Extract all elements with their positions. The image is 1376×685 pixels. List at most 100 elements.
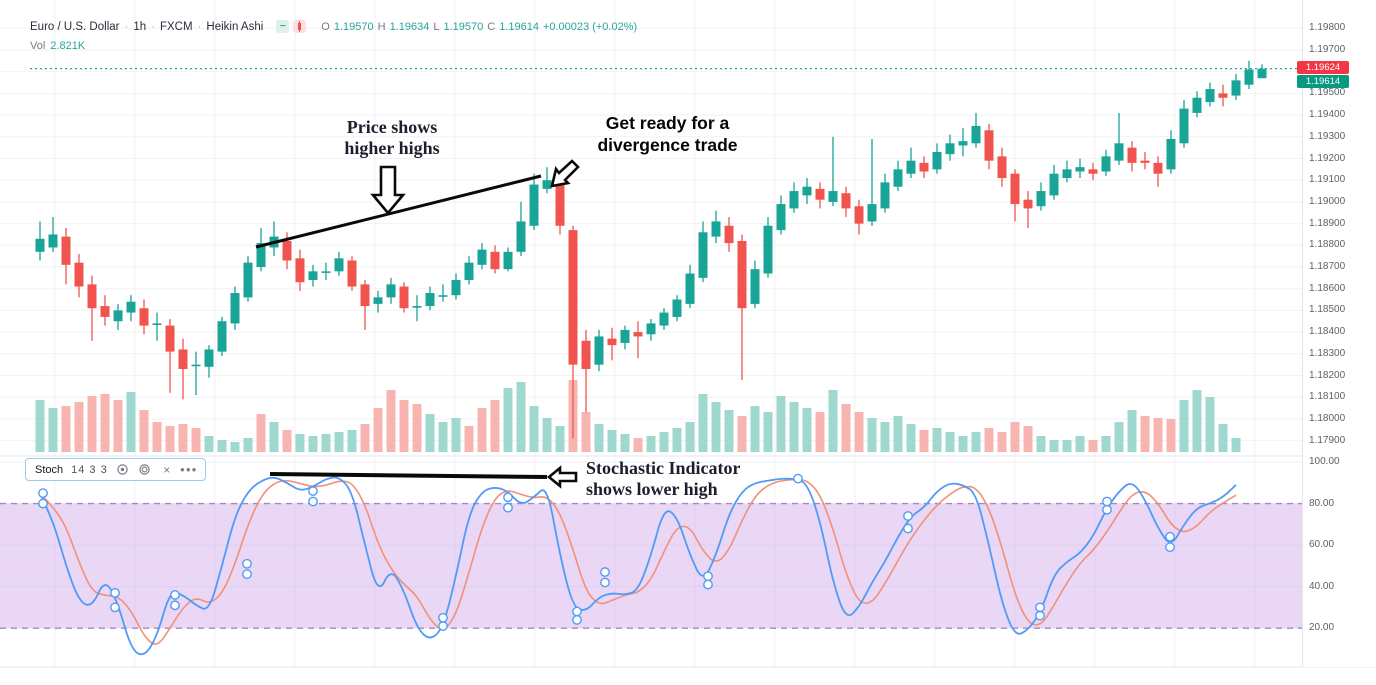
settings-icon[interactable] — [138, 463, 152, 477]
candle — [490, 251, 500, 270]
volume-bar — [1140, 416, 1150, 452]
volume-bar — [815, 412, 825, 452]
volume-bar — [269, 422, 279, 452]
candle — [74, 262, 84, 287]
axis-label: 1.19200 — [1309, 152, 1346, 164]
volume-label: Vol — [30, 40, 46, 52]
more-options-icon[interactable]: ●●● — [179, 465, 198, 474]
volume-bar — [61, 406, 71, 452]
candle — [295, 258, 305, 283]
volume-bar — [230, 442, 240, 452]
stoch-signal-marker — [308, 496, 318, 507]
volume-bar — [581, 412, 591, 452]
volume-bar — [35, 400, 45, 452]
chart-style-label[interactable]: Heikin Ashi — [206, 20, 264, 33]
candle — [815, 188, 825, 200]
stoch-signal-marker — [703, 579, 713, 590]
stoch-signal-marker — [703, 571, 713, 582]
annotation-drawings — [255, 159, 580, 489]
candle — [1062, 169, 1072, 179]
candle — [1114, 143, 1124, 161]
axis-label: 1.18000 — [1309, 412, 1346, 424]
volume-bar — [555, 426, 565, 452]
candle — [321, 271, 331, 273]
stoch-signal-marker — [600, 567, 610, 577]
low-value: 1.19570 — [443, 20, 484, 33]
candle — [139, 308, 149, 326]
volume-bar — [594, 424, 604, 452]
candle — [230, 293, 240, 324]
candle — [789, 191, 799, 209]
volume-bar — [685, 422, 695, 452]
volume-bar — [477, 408, 487, 452]
stoch-d-line — [39, 478, 1237, 645]
volume-bar — [919, 430, 929, 452]
candle — [1140, 160, 1150, 163]
candle — [607, 338, 617, 346]
open-value: 1.19570 — [333, 20, 374, 33]
volume-bar — [1153, 418, 1163, 452]
gridlines — [0, 0, 1302, 667]
stochastic-annotation: Stochastic Indicator shows lower high — [586, 458, 801, 499]
eye-icon[interactable] — [116, 463, 130, 477]
volume-bar — [958, 436, 968, 452]
candle — [256, 243, 266, 267]
divergence-annotation-line1: Get ready for a — [605, 113, 730, 133]
legend-status-icons: − — [276, 20, 307, 33]
lower-high-trendline — [269, 472, 548, 479]
candles — [35, 60, 1267, 439]
candle-marker-icon[interactable] — [293, 20, 307, 33]
volume-bar — [204, 436, 214, 452]
volume-bar — [724, 410, 734, 452]
stoch-indicator-legend[interactable]: Stoch 14 3 3 × ●●● — [25, 458, 206, 481]
candle — [1153, 162, 1163, 174]
high-label: H — [377, 20, 386, 33]
volume-bar — [295, 434, 305, 452]
stoch-indicator-params: 14 3 3 — [71, 463, 108, 476]
axis-label: 60.00 — [1309, 539, 1335, 551]
stoch-signal-marker — [572, 606, 582, 617]
axis-label: 1.18400 — [1309, 326, 1346, 338]
price-axis[interactable]: 1.19800 1.19700 1.19500 1.19400 1.19300 1.192… — [1302, 0, 1376, 667]
candle — [776, 204, 786, 231]
price-annotation: Price shows higher highs — [322, 117, 462, 158]
volume-bar — [178, 424, 188, 452]
candle — [698, 232, 708, 278]
candle — [633, 332, 643, 337]
price-badge-last: 1.19614 — [1297, 75, 1349, 88]
open-label: O — [321, 20, 330, 33]
axis-label: 1.19400 — [1309, 109, 1346, 121]
candle — [386, 284, 396, 298]
interval-label[interactable]: 1h — [133, 20, 147, 33]
candle — [243, 262, 253, 298]
axis-label: 1.17900 — [1309, 434, 1346, 446]
axis-label: 40.00 — [1309, 580, 1335, 592]
axis-label: 1.18700 — [1309, 261, 1346, 272]
candle — [711, 221, 721, 237]
volume-bar — [347, 430, 357, 452]
stoch-signal-marker — [793, 473, 803, 484]
candle — [451, 280, 461, 296]
exchange-label[interactable]: FXCM — [159, 20, 193, 33]
axis-label: 1.18800 — [1309, 239, 1346, 251]
axis-label: 1.18100 — [1309, 391, 1346, 403]
close-icon[interactable]: × — [163, 462, 171, 477]
price-annotation-line1: Price shows — [346, 117, 438, 137]
volume-bar — [906, 424, 916, 452]
candle — [529, 184, 539, 226]
ohlc-readout: O 1.19570 H 1.19634 L 1.19570 C 1.19614 … — [321, 21, 637, 33]
volume-bar — [490, 400, 500, 452]
symbol-title[interactable]: Euro / U.S. Dollar — [30, 20, 120, 33]
candle — [282, 240, 292, 261]
stochastic-annotation-line1: Stochastic Indicator — [586, 458, 741, 478]
candle — [178, 349, 188, 369]
candle — [425, 293, 435, 307]
candle — [503, 251, 513, 270]
candle — [919, 162, 929, 172]
volume-bar — [1010, 422, 1020, 452]
candle — [464, 262, 474, 281]
flat-marker-icon[interactable]: − — [276, 20, 290, 33]
stoch-signal-marker — [1102, 496, 1112, 507]
volume-bar — [1062, 440, 1072, 452]
